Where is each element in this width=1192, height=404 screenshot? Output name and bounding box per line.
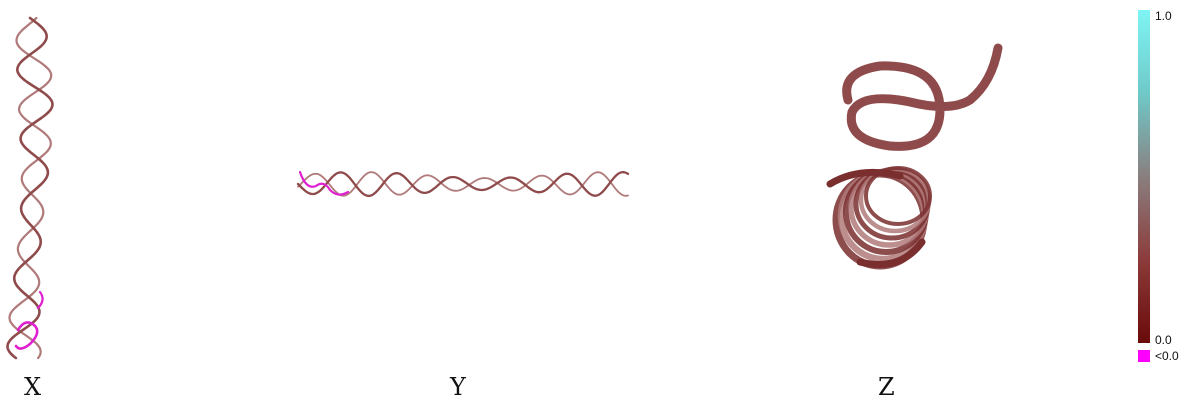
- label-z: Z: [878, 373, 895, 401]
- y-helix-ribbon: [296, 170, 630, 198]
- colorbar-negative-swatch: [1138, 350, 1150, 362]
- label-y: Y: [450, 373, 466, 401]
- x-ribbon-negative-segment: [14, 321, 39, 350]
- view-x: [0, 0, 80, 370]
- y-ribbon-negative-segment: [298, 170, 350, 196]
- z-helix-ribbon: [826, 43, 1003, 270]
- z-outer-loop: [842, 43, 1003, 151]
- colorbar-min-label: 0.0: [1155, 333, 1172, 347]
- x-ribbon-front: [6, 16, 54, 360]
- x-helix-ribbon: [6, 16, 54, 360]
- x-ribbon-negative-segment-2: [36, 290, 44, 310]
- y-ribbon-back: [297, 171, 629, 197]
- x-ribbon-back: [8, 16, 53, 360]
- z-upper-strand: [826, 168, 904, 188]
- view-y: [290, 0, 640, 370]
- z-lower-strand: [856, 238, 926, 268]
- colorbar-max-label: 1.0: [1155, 9, 1172, 23]
- label-x: X: [24, 373, 42, 401]
- view-z: [800, 0, 1020, 370]
- colorbar-gradient: [1138, 10, 1150, 343]
- y-ribbon-front: [296, 171, 630, 198]
- colorbar-negative-label: <0.0: [1155, 349, 1179, 363]
